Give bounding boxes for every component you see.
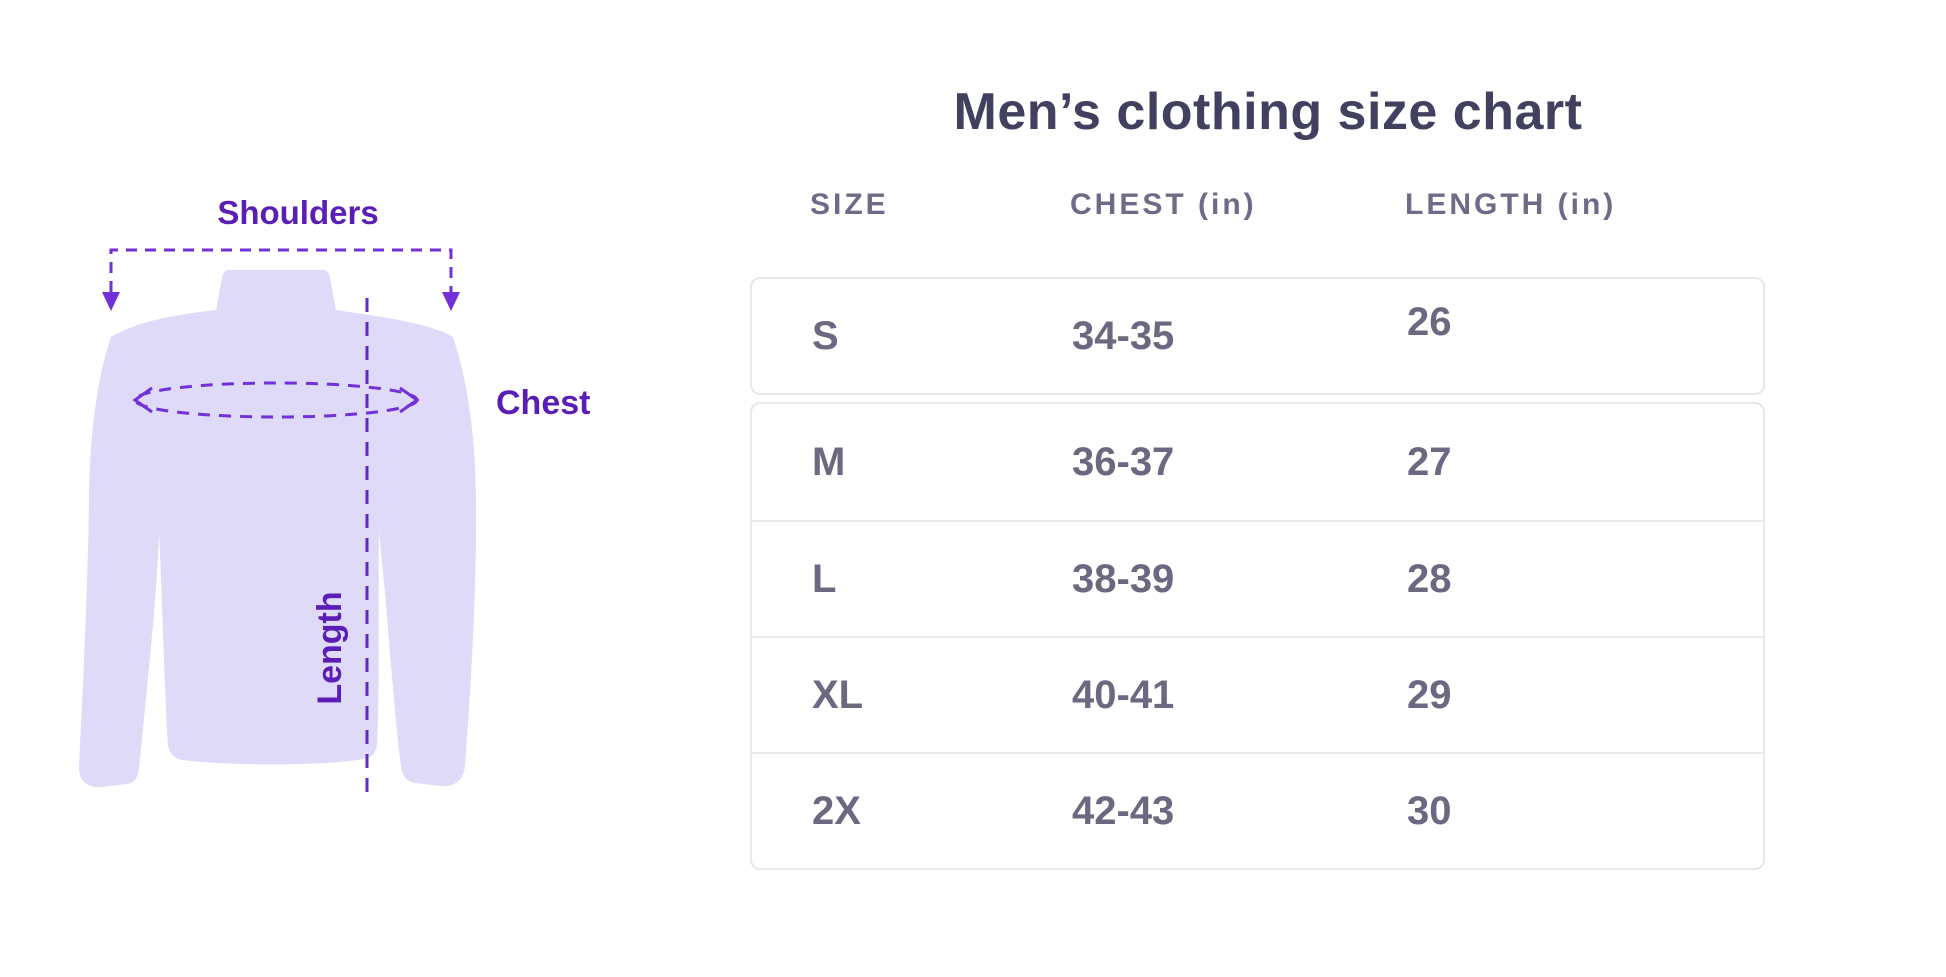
cell-size: S [812,314,839,358]
table-row-group-first: S 34-35 26 [750,277,1765,395]
table-row-l: L 38-39 28 [752,520,1763,636]
cell-length: 30 [1407,789,1452,833]
cell-chest: 42-43 [1072,789,1175,833]
shoulders-measure-arrows [102,248,460,311]
table-row-group-rest: M 36-37 27 L 38-39 28 XL 40-41 29 2X 42-… [750,402,1765,870]
cell-size: XL [812,673,864,717]
column-header-size: SIZE [810,188,889,221]
column-header-chest: CHEST (in) [1070,188,1257,221]
cell-chest: 34-35 [1072,314,1175,358]
cell-length: 29 [1407,673,1452,717]
chest-label: Chest [496,384,591,422]
length-label: Length [311,591,349,705]
cell-length: 27 [1407,440,1452,484]
cell-size: M [812,440,846,484]
page-title: Men’s clothing size chart [953,83,1583,141]
column-header-length: LENGTH (in) [1405,188,1617,221]
cell-size: 2X [812,789,861,833]
shoulders-label: Shoulders [217,194,379,231]
table-row-m: M 36-37 27 [752,404,1763,520]
cell-length: 28 [1407,557,1452,601]
table-row-s: S 34-35 26 [752,279,1763,393]
table-row-2x: 2X 42-43 30 [752,752,1763,868]
cell-length: 26 [1407,300,1452,344]
shirt-back-silhouette [78,270,477,788]
chest-measure-ellipse [132,381,420,419]
cell-chest: 36-37 [1072,440,1175,484]
cell-chest: 38-39 [1072,557,1175,601]
cell-chest: 40-41 [1072,673,1175,717]
shirt-diagram [78,248,477,793]
table-header-row: SIZE CHEST (in) LENGTH (in) [750,187,1765,223]
cell-size: L [812,557,837,601]
table-row-xl: XL 40-41 29 [752,636,1763,752]
